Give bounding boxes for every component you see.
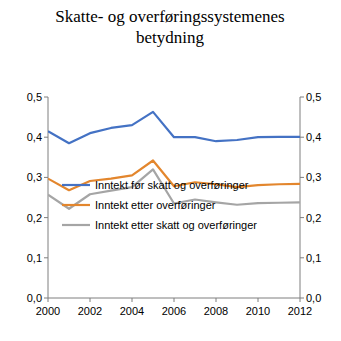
series-line: [48, 161, 300, 191]
legend-label: Inntekt etter overføringer: [95, 199, 216, 211]
x-tick-label: 2006: [162, 305, 186, 317]
x-tick: [90, 298, 91, 302]
chart: Skatte- og overføringssystemenes betydni…: [0, 0, 341, 341]
legend-swatch: [62, 204, 90, 206]
y-tick-label: 0,0: [27, 292, 42, 304]
y2-tick-label: 0,0: [306, 292, 321, 304]
y-tick: [44, 137, 48, 138]
y-tick-label: 0,1: [27, 252, 42, 264]
y-tick: [44, 177, 48, 178]
plot: 0,0 0,1 0,2 0,3 0,4 0,5 0,0 0,1 0,2 0,3 0,4 0,5 2000…: [0, 0, 341, 341]
y-tick: [44, 298, 48, 299]
y2-tick: [300, 298, 304, 299]
legend-label: Inntekt før skatt og overføringer: [95, 179, 249, 191]
y2-tick: [300, 97, 304, 98]
x-tick-label: 2004: [120, 305, 144, 317]
x-tick: [300, 298, 301, 302]
legend-swatch: [62, 184, 90, 186]
x-tick: [132, 298, 133, 302]
y2-tick-label: 0,1: [306, 252, 321, 264]
series-line: [48, 112, 300, 143]
x-tick: [48, 298, 49, 302]
x-tick: [216, 298, 217, 302]
y2-tick-label: 0,4: [306, 131, 321, 143]
x-tick: [174, 298, 175, 302]
x-tick-label: 2008: [204, 305, 228, 317]
x-tick-label: 2002: [78, 305, 102, 317]
y-tick: [44, 257, 48, 258]
y2-tick-label: 0,3: [306, 171, 321, 183]
x-tick-label: 2010: [246, 305, 270, 317]
y2-tick-label: 0,5: [306, 91, 321, 103]
y2-tick: [300, 217, 304, 218]
y2-tick: [300, 177, 304, 178]
legend-swatch: [62, 224, 90, 226]
y-tick: [44, 217, 48, 218]
y-tick-label: 0,3: [27, 171, 42, 183]
legend-label: Inntekt etter skatt og overføringer: [95, 219, 257, 231]
y-tick: [44, 97, 48, 98]
y2-tick: [300, 257, 304, 258]
y-axis: [48, 97, 49, 298]
x-tick: [258, 298, 259, 302]
title: Skatte- og overføringssystemenes betydni…: [30, 6, 310, 48]
y2-tick: [300, 137, 304, 138]
y-tick-label: 0,2: [27, 212, 42, 224]
y2-tick-label: 0,2: [306, 212, 321, 224]
x-tick-label: 2000: [36, 305, 60, 317]
y2-axis: [300, 97, 301, 298]
y-tick-label: 0,4: [27, 131, 42, 143]
y-tick-label: 0,5: [27, 91, 42, 103]
series-group: [48, 112, 300, 209]
x-tick-label: 2012: [288, 305, 312, 317]
